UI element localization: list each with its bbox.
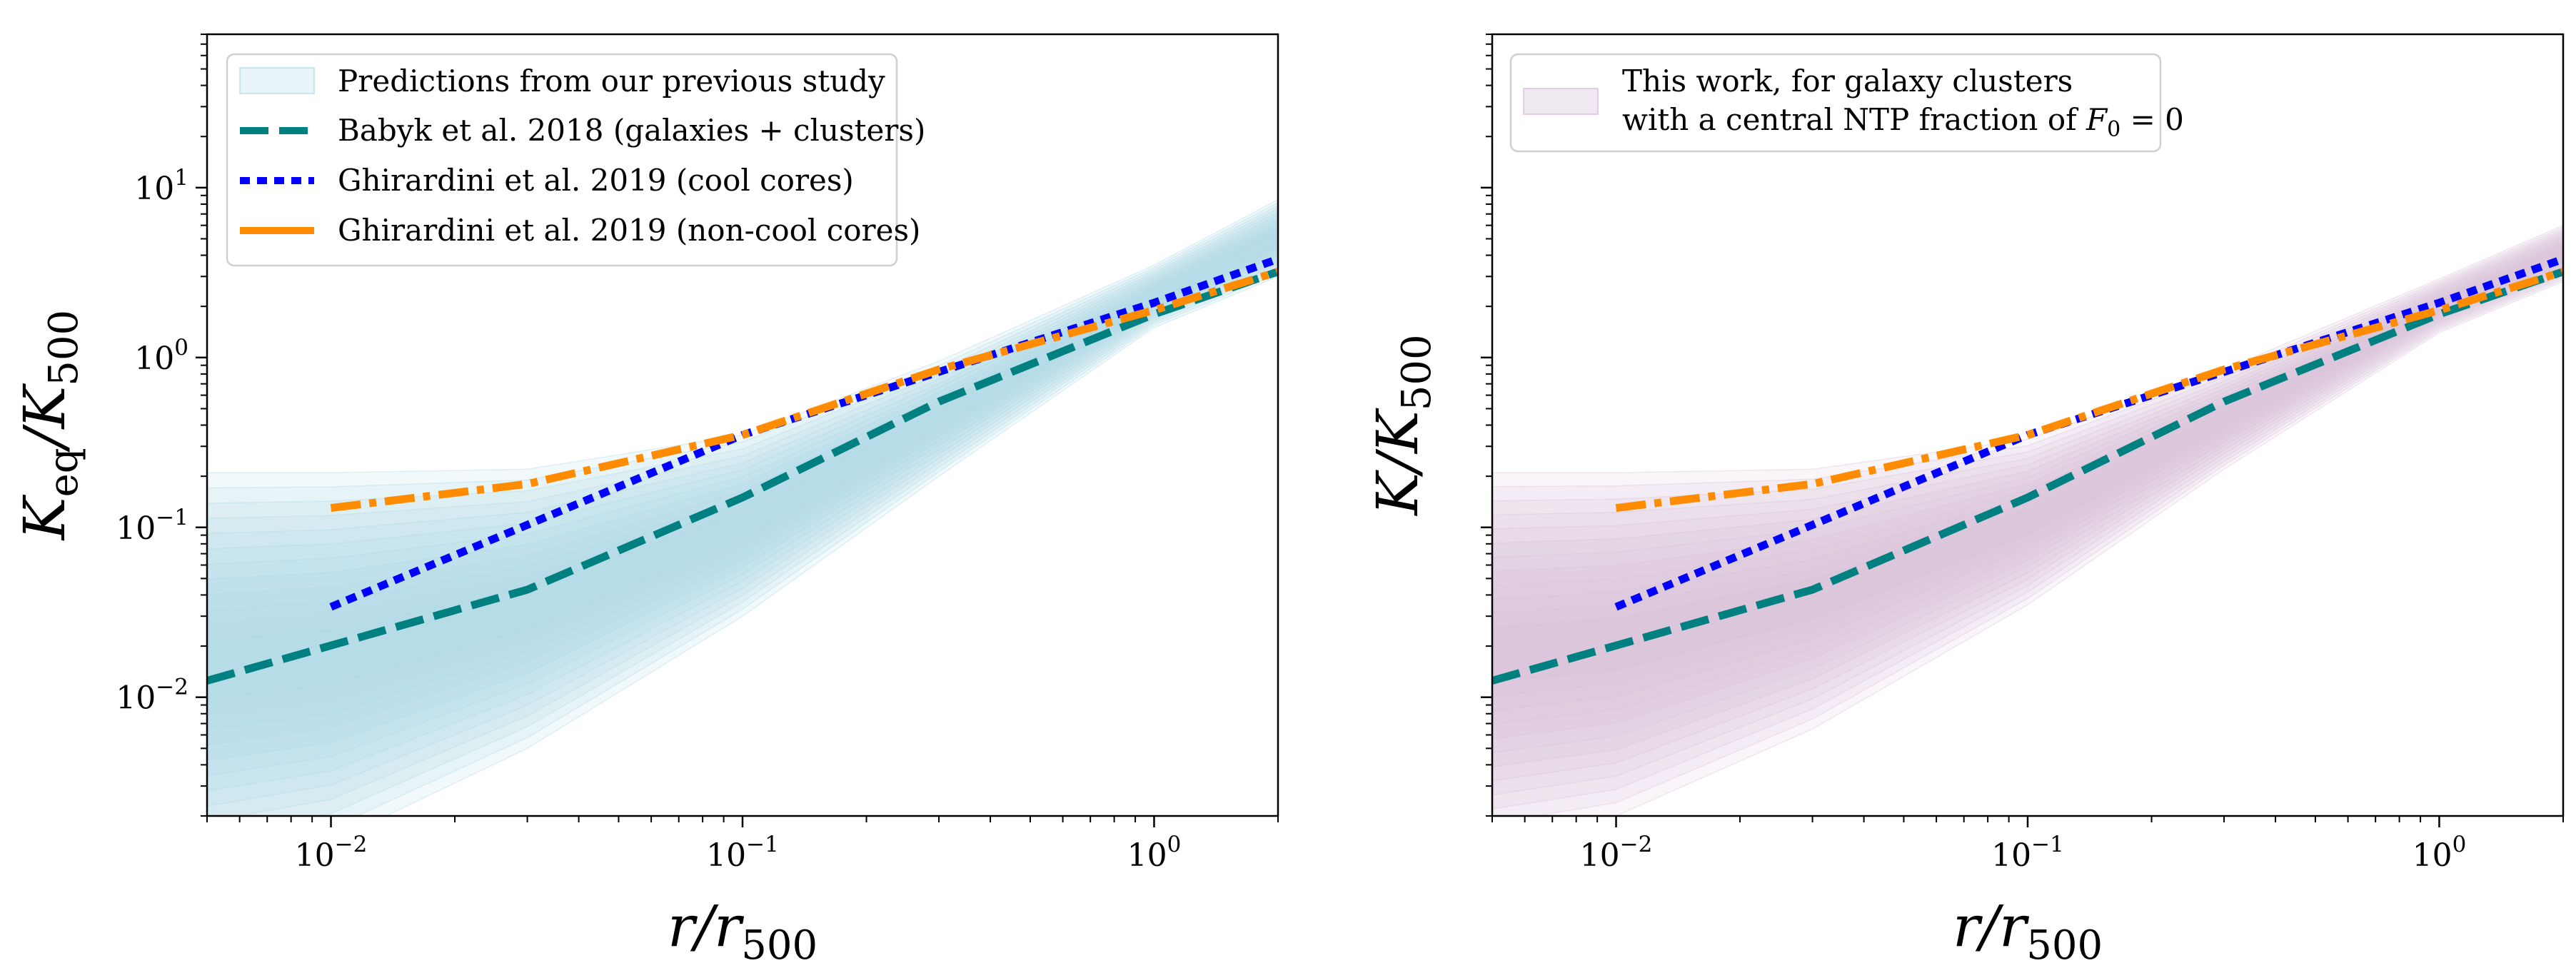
- left-panel: 10−2 10−1 100 10−2 10−1 100 101 Keq/K500 r/r50…: [11, 33, 1279, 969]
- x-tick-label: 10−2: [1580, 832, 1653, 874]
- band-layer: [207, 198, 1278, 816]
- ticks-right: 10−2 10−1 100: [1481, 34, 2564, 874]
- legend-label-this-work-line1: This work, for galaxy clusters: [1622, 64, 2073, 99]
- band-layer: [1492, 233, 2563, 782]
- band-layer: [207, 219, 1278, 761]
- band-layer: [1492, 246, 2563, 697]
- legend-box-left: [226, 53, 898, 267]
- legend-swatch-band: [239, 67, 315, 94]
- legend-box-right: [1509, 53, 2162, 153]
- series-line-dashdot: [1615, 268, 2563, 513]
- band-layer: [1492, 228, 2563, 810]
- band-layer: [1492, 231, 2563, 796]
- y-axis-label-right: K/K500: [1364, 334, 1440, 516]
- legend-right: This work, for galaxy clusters with a ce…: [1509, 53, 2184, 153]
- legend-label-this-work-line2: with a central NTP fraction of F0 = 0: [1622, 102, 2184, 142]
- series-group-left: [207, 255, 1278, 685]
- band-layer: [207, 228, 1278, 715]
- ticks-left: 10−2 10−1 100 10−2 10−1 100 101: [116, 34, 1279, 874]
- y-tick-label: 10−2: [116, 675, 188, 717]
- right-panel: 10−2 10−1 100 K/K500 r/r500 This work, for…: [1364, 33, 2565, 969]
- band-layer: [207, 205, 1278, 816]
- series-line-dotted: [1614, 255, 2563, 611]
- y-tick-label: 100: [134, 335, 188, 377]
- x-tick-label: 10−1: [706, 832, 779, 874]
- x-tick-label: 10−2: [295, 832, 368, 874]
- x-axis-label-left: r/r500: [668, 893, 817, 969]
- legend-label-ghirardini-cc: Ghirardini et al. 2019 (cool cores): [338, 163, 854, 198]
- y-tick-label: 10−1: [116, 505, 188, 547]
- series-line-dashdot: [330, 268, 1278, 513]
- band-layer: [1492, 240, 2563, 740]
- band-layer: [1492, 224, 2563, 816]
- legend-left: Predictions from our previous study Baby…: [226, 53, 925, 267]
- legend-label-babyk: Babyk et al. 2018 (galaxies + clusters): [338, 113, 925, 148]
- legend-label-band: Predictions from our previous study: [338, 64, 885, 99]
- x-tick-label: 100: [2413, 832, 2467, 874]
- series-line-dotted: [329, 255, 1278, 611]
- band-layer: [207, 223, 1278, 746]
- band-layer: [207, 208, 1278, 816]
- band-layer: [207, 211, 1278, 807]
- band-previous-study: [207, 198, 1278, 816]
- y-tick-label: 101: [134, 165, 188, 207]
- band-layer: [207, 213, 1278, 792]
- x-tick-label: 100: [1127, 832, 1182, 874]
- legend-label-ghirardini-ncc: Ghirardini et al. 2019 (non-cool cores): [338, 213, 920, 248]
- x-axis-label-right: r/r500: [1953, 893, 2103, 969]
- y-axis-label-left: Keq/K500: [11, 310, 87, 541]
- band-layer: [1492, 244, 2563, 711]
- band-this-work: [1492, 224, 2563, 816]
- series-group-right: [1492, 255, 2563, 685]
- legend-swatch-this-work: [1523, 88, 1599, 115]
- x-tick-label: 10−1: [1991, 832, 2064, 874]
